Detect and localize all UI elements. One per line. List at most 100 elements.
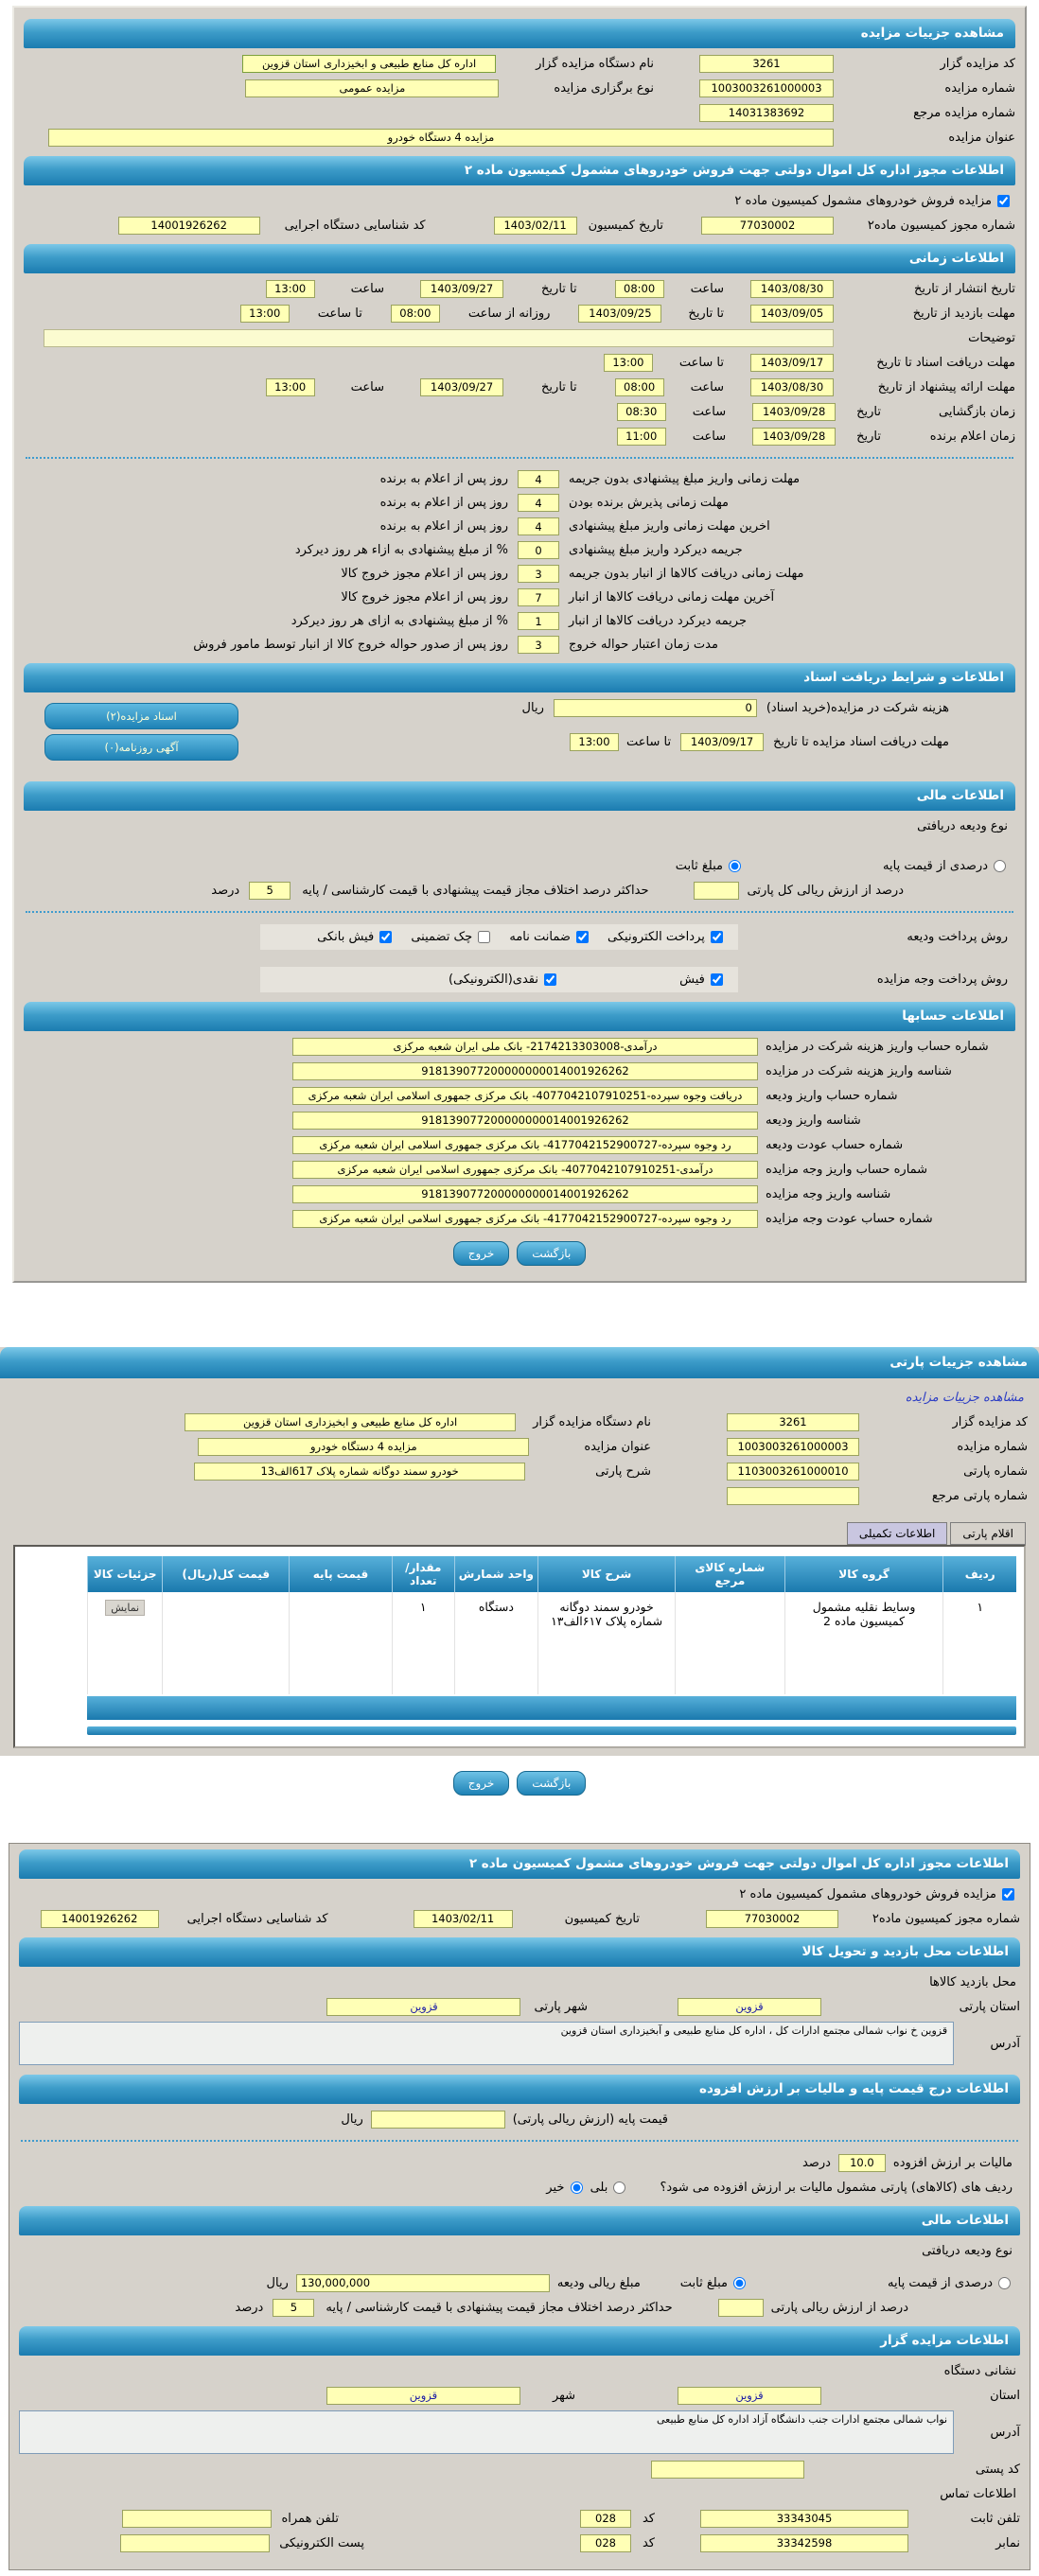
deadline-value-field[interactable]: 4: [518, 494, 559, 512]
deposit-amount-field[interactable]: 130,000,000: [295, 2273, 550, 2292]
account-field[interactable]: رد وجوه سپرده-4177042152900727- بانک مرک…: [292, 1135, 758, 1154]
cash-electronic-checkbox[interactable]: [544, 973, 557, 986]
account-field[interactable]: درآمدی-4077042107910251- بانک مرکزی جمهو…: [292, 1160, 758, 1179]
publish-to-hour-field[interactable]: 13:00: [265, 279, 315, 298]
winner-date-field[interactable]: 1403/09/28: [752, 427, 836, 446]
permit-checkbox[interactable]: [997, 194, 1010, 207]
fax-field[interactable]: 33342598: [700, 2533, 908, 2552]
permit-no-field[interactable]: 77030002: [701, 216, 834, 235]
party-desc-field[interactable]: خودرو سمند دوگانه شماره پلاک 617الف13: [194, 1462, 526, 1481]
vat-no-radio[interactable]: [570, 2181, 583, 2194]
offer-date-field[interactable]: 1403/08/30: [750, 377, 834, 396]
agency-id-field[interactable]: 14001926262: [40, 1909, 159, 1928]
visit-from-hour-field[interactable]: 08:00: [390, 304, 440, 323]
postal-code-field[interactable]: [651, 2460, 804, 2479]
slip-checkbox[interactable]: [711, 973, 723, 986]
agency-id-field[interactable]: 14001926262: [117, 216, 260, 235]
deadline-value-field[interactable]: 1: [518, 612, 559, 630]
party-ref-field[interactable]: [727, 1486, 859, 1505]
back-button[interactable]: بازگشت: [517, 1241, 587, 1266]
offer-hour-field[interactable]: 08:00: [614, 377, 664, 396]
commission-date-field[interactable]: 1403/02/11: [413, 1909, 513, 1928]
party-city-field[interactable]: قزوین: [326, 1997, 521, 2016]
max-diff-field[interactable]: 5: [249, 881, 291, 900]
base-price-field[interactable]: [370, 2110, 505, 2129]
org-name-field[interactable]: اداره کل منابع طبیعی و ابخیزداری استان ق…: [242, 54, 497, 73]
bank-slip-checkbox[interactable]: [379, 931, 393, 943]
deadline-value-field[interactable]: 4: [518, 470, 559, 488]
tab-additional-info[interactable]: اطلاعات تکمیلی: [846, 1522, 948, 1545]
party-number-field[interactable]: 1103003261000010: [727, 1462, 859, 1481]
auction-number-field[interactable]: 1003003261000003: [727, 1437, 859, 1456]
party-province-field[interactable]: قزوین: [678, 1997, 821, 2016]
phone-field[interactable]: 33343045: [700, 2509, 908, 2528]
account-field[interactable]: 918139077200000000014001926262: [292, 1111, 758, 1130]
publish-date-field[interactable]: 1403/08/30: [750, 279, 834, 298]
publish-to-date-field[interactable]: 1403/09/27: [420, 279, 504, 298]
visit-to-hour-field[interactable]: 13:00: [239, 304, 290, 323]
deadline-value-field[interactable]: 0: [518, 541, 559, 559]
opening-date-field[interactable]: 1403/09/28: [752, 402, 836, 421]
vat-field[interactable]: 10.0: [837, 2153, 886, 2172]
fixed-amount-radio[interactable]: [729, 859, 742, 872]
percent-of-total-field[interactable]: [694, 881, 740, 900]
account-field[interactable]: رد وجوه سپرده-4177042152900727- بانک مرک…: [292, 1209, 758, 1228]
permit-no-field[interactable]: 77030002: [706, 1909, 838, 1928]
auction-type-field[interactable]: مزایده عمومی: [245, 79, 500, 97]
docs-deadline-date[interactable]: 1403/09/17: [680, 732, 765, 751]
exit-button[interactable]: خروج: [452, 1771, 510, 1796]
account-field[interactable]: 918139077200000000014001926262: [292, 1184, 758, 1203]
deadline-value-field[interactable]: 3: [518, 636, 559, 654]
agency-address-field[interactable]: نواب شمالی مجتمع ادارات جنب دانشگاه آزاد…: [19, 2410, 955, 2454]
docs-deadline-hour[interactable]: 13:00: [569, 732, 619, 751]
max-diff-field[interactable]: 5: [273, 2298, 315, 2317]
agency-province-field[interactable]: قزوین: [678, 2386, 821, 2405]
newspaper-ad-button[interactable]: آگهی روزنامه(۰): [44, 734, 238, 761]
notes-field[interactable]: [44, 328, 834, 347]
offer-to-date-field[interactable]: 1403/09/27: [420, 377, 504, 396]
guarantee-checkbox[interactable]: [576, 931, 590, 943]
show-details-link[interactable]: نمایش: [105, 1600, 146, 1616]
bidder-code-field[interactable]: 3261: [727, 1412, 859, 1431]
fixed-amount-radio[interactable]: [733, 2276, 747, 2289]
auction-ref-field[interactable]: 14031383692: [699, 103, 834, 122]
permit-checkbox[interactable]: [1002, 1887, 1014, 1901]
docs-deadline-date-field[interactable]: 1403/09/17: [750, 353, 834, 372]
percent-of-base-radio[interactable]: [998, 2276, 1011, 2289]
auction-subject-field[interactable]: مزایده 4 دستگاه خودرو: [198, 1437, 530, 1456]
deadline-value-field[interactable]: 7: [518, 588, 559, 606]
mobile-field[interactable]: [122, 2509, 273, 2528]
percent-of-total-field[interactable]: [717, 2298, 764, 2317]
account-field[interactable]: درآمدی-2174213303008- بانک ملی ایران شعب…: [292, 1037, 758, 1056]
account-field[interactable]: دریافت وجوه سپرده-4077042107910251- بانک…: [292, 1086, 758, 1105]
fee-field[interactable]: 0: [553, 698, 757, 717]
back-button[interactable]: بازگشت: [517, 1771, 587, 1796]
auction-number-field[interactable]: 1003003261000003: [699, 79, 834, 97]
exit-button[interactable]: خروج: [452, 1241, 510, 1266]
deadline-value-field[interactable]: 4: [518, 517, 559, 535]
fax-code-field[interactable]: 028: [579, 2533, 631, 2552]
auction-documents-button[interactable]: اسناد مزایده(۲): [44, 703, 238, 729]
org-name-field[interactable]: اداره کل منابع طبیعی و ابخیزداری استان ق…: [185, 1412, 517, 1431]
visit-to-date-field[interactable]: 1403/09/25: [578, 304, 662, 323]
agency-city-field[interactable]: قزوین: [326, 2386, 520, 2405]
auction-details-link[interactable]: مشاهده جزییات مزایده: [905, 1390, 1024, 1405]
offer-to-hour-field[interactable]: 13:00: [265, 377, 315, 396]
vat-yes-radio[interactable]: [613, 2181, 626, 2194]
auction-subject-field[interactable]: مزایده 4 دستگاه خودرو: [48, 128, 834, 147]
docs-deadline-hour-field[interactable]: 13:00: [603, 353, 653, 372]
percent-of-base-radio[interactable]: [994, 859, 1006, 872]
email-field[interactable]: [120, 2533, 271, 2552]
electronic-payment-checkbox[interactable]: [711, 931, 723, 943]
area-code-field[interactable]: 028: [579, 2509, 631, 2528]
publish-hour-field[interactable]: 08:00: [614, 279, 664, 298]
deadline-value-field[interactable]: 3: [518, 565, 559, 583]
party-address-field[interactable]: قزوین خ نواب شمالی مجتمع ادارات کل ، ادا…: [19, 2022, 955, 2065]
bidder-code-field[interactable]: 3261: [699, 54, 834, 73]
tab-party-items[interactable]: اقلام پارتی: [950, 1522, 1026, 1545]
opening-hour-field[interactable]: 08:30: [616, 402, 666, 421]
account-field[interactable]: 918139077200000000014001926262: [292, 1061, 758, 1080]
certified-check-checkbox[interactable]: [478, 931, 491, 943]
visit-date-field[interactable]: 1403/09/05: [750, 304, 834, 323]
commission-date-field[interactable]: 1403/02/11: [493, 216, 577, 235]
